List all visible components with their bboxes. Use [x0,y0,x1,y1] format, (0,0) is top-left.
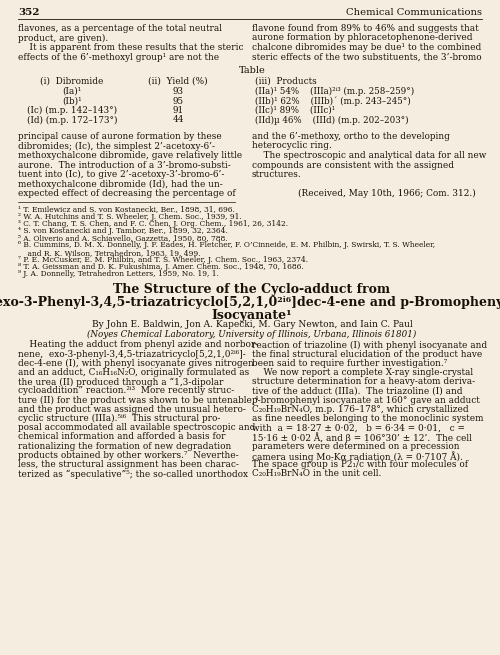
Text: (Ia)¹: (Ia)¹ [62,87,82,96]
Text: structure determination for a heavy-atom deriva-: structure determination for a heavy-atom… [252,377,475,386]
Text: been said to require further investigation.⁷: been said to require further investigati… [252,359,448,368]
Text: ⁴ S. von Kostanecki and J. Tambor, Ber., 1899, 32, 2364.: ⁴ S. von Kostanecki and J. Tambor, Ber.,… [18,227,228,235]
Text: It is apparent from these results that the steric: It is apparent from these results that t… [18,43,244,52]
Text: chalcone dibromides may be due¹ to the combined: chalcone dibromides may be due¹ to the c… [252,43,481,52]
Text: nene,  exo-3-phenyl-3,4,5-triazatricyclo[5,2,1,0²ⁱ⁶]-: nene, exo-3-phenyl-3,4,5-triazatricyclo[… [18,350,246,359]
Text: ¹ T. Emilewicz and S. von Kostanecki, Ber., 1898, 31, 696.: ¹ T. Emilewicz and S. von Kostanecki, Be… [18,206,235,214]
Text: dibromides; (Ic), the simplest 2’-acetoxy-6’-: dibromides; (Ic), the simplest 2’-acetox… [18,141,215,151]
Text: 95: 95 [172,96,184,105]
Text: terized as “speculative”⁵; the so-called unorthodox: terized as “speculative”⁵; the so-called… [18,469,248,479]
Text: (iii)  Products: (iii) Products [255,77,317,86]
Text: ⁹ J. A. Donnelly, Tetrahedron Letters, 1959, No. 19, 1.: ⁹ J. A. Donnelly, Tetrahedron Letters, 1… [18,271,219,278]
Text: less, the structural assignment has been charac-: less, the structural assignment has been… [18,460,239,469]
Text: effects of the 6’-methoxyl group¹ are not the: effects of the 6’-methoxyl group¹ are no… [18,52,219,62]
Text: The spectroscopic and analytical data for all new: The spectroscopic and analytical data fo… [252,151,486,160]
Text: exo-3-Phenyl-3,4,5-triazatricyclo[5,2,1,0²ⁱ⁶]dec-4-ene and p-Bromophenyl: exo-3-Phenyl-3,4,5-triazatricyclo[5,2,1,… [0,297,500,310]
Text: (Noyes Chemical Laboratory, University of Illinois, Urbana, Illinois 61801): (Noyes Chemical Laboratory, University o… [88,329,416,339]
Text: ⁶ B. Cummins, D. M. X. Donnelly, J. F. Eades, H. Fletcher, F. O’Cinneide, E. M. : ⁶ B. Cummins, D. M. X. Donnelly, J. F. E… [18,242,435,250]
Text: chemical information and afforded a basis for: chemical information and afforded a basi… [18,432,226,441]
Text: (ii)  Yield (%): (ii) Yield (%) [148,77,208,86]
Text: ⁸ T. A. Geissman and D. K. Fukushima, J. Amer. Chem. Soc., 1948, 70, 1686.: ⁸ T. A. Geissman and D. K. Fukushima, J.… [18,263,304,271]
Text: 352: 352 [18,8,40,17]
Text: camera using Mo-Kα radiation (λ = 0·7107 Å).: camera using Mo-Kα radiation (λ = 0·7107… [252,451,463,462]
Text: ² W. A. Hutchins and T. S. Wheeler, J. Chem. Soc., 1939, 91.: ² W. A. Hutchins and T. S. Wheeler, J. C… [18,213,242,221]
Text: methoxychalcone dibromide (Id), had the un-: methoxychalcone dibromide (Id), had the … [18,179,223,189]
Text: principal cause of aurone formation by these: principal cause of aurone formation by t… [18,132,222,141]
Text: steric effects of the two substituents, the 3’-bromo: steric effects of the two substituents, … [252,52,482,62]
Text: structures.: structures. [252,170,302,179]
Text: Chemical Communications: Chemical Communications [346,8,482,17]
Text: (Id) (m.p. 172–173°): (Id) (m.p. 172–173°) [27,115,117,124]
Text: (Received, May 10th, 1966; Com. 312.): (Received, May 10th, 1966; Com. 312.) [252,189,476,198]
Text: 91: 91 [172,106,184,115]
Text: The Structure of the Cyclo-adduct from: The Structure of the Cyclo-adduct from [114,284,390,297]
Text: reaction of triazoline (I) with phenyl isocyanate and: reaction of triazoline (I) with phenyl i… [252,341,487,350]
Text: and the 6’-methoxy, ortho to the developing: and the 6’-methoxy, ortho to the develop… [252,132,450,141]
Text: rationalizing the formation of new degradation: rationalizing the formation of new degra… [18,441,231,451]
Text: C₂₀H₁₉BrN₄O in the unit cell.: C₂₀H₁₉BrN₄O in the unit cell. [252,469,382,478]
Text: posal accommodated all available spectroscopic and: posal accommodated all available spectro… [18,423,256,432]
Text: cyclic structure (IIIa).⁵ⁱ⁶  This structural pro-: cyclic structure (IIIa).⁵ⁱ⁶ This structu… [18,414,220,423]
Text: expected effect of decreasing the percentage of: expected effect of decreasing the percen… [18,189,236,198]
Text: dec-4-ene (I), with phenyl isocyanate gives nitrogen: dec-4-ene (I), with phenyl isocyanate gi… [18,359,254,368]
Text: ⁵ A. Oliverio and A. Schiavello, Gazzetta, 1950, 80, 788.: ⁵ A. Oliverio and A. Schiavello, Gazzett… [18,234,228,242]
Text: 15·16 ± 0·02 Å, and β = 106°30’ ± 12’.  The cell: 15·16 ± 0·02 Å, and β = 106°30’ ± 12’. T… [252,432,472,443]
Text: parameters were determined on a precession: parameters were determined on a precessi… [252,441,460,451]
Text: methoxychalcone dibromide, gave relatively little: methoxychalcone dibromide, gave relative… [18,151,242,160]
Text: product, are given).: product, are given). [18,33,108,43]
Text: By John E. Baldwin, Jon A. Kapecki, M. Gary Newton, and Iain C. Paul: By John E. Baldwin, Jon A. Kapecki, M. G… [92,320,412,329]
Text: aurone formation by phloracetophenone-derived: aurone formation by phloracetophenone-de… [252,33,472,43]
Text: (i)  Dibromide: (i) Dibromide [40,77,104,86]
Text: (IIa)¹ 54%    (IIIa)²ⁱ³ (m.p. 258–259°): (IIa)¹ 54% (IIIa)²ⁱ³ (m.p. 258–259°) [255,87,414,96]
Text: Isocyanate¹: Isocyanate¹ [212,310,292,322]
Text: cycloaddition” reaction.²ⁱ³  More recently struc-: cycloaddition” reaction.²ⁱ³ More recentl… [18,386,234,396]
Text: the urea (II) produced through a “1,3-dipolar: the urea (II) produced through a “1,3-di… [18,377,224,386]
Text: Table: Table [238,66,266,75]
Text: aurone.  The introduction of a 3’-bromo-substi-: aurone. The introduction of a 3’-bromo-s… [18,160,231,170]
Text: C₂₀H₁₉BrN₄O, m.p. 176–178°, which crystallized: C₂₀H₁₉BrN₄O, m.p. 176–178°, which crysta… [252,405,468,414]
Text: 44: 44 [172,115,184,124]
Text: and the product was assigned the unusual hetero-: and the product was assigned the unusual… [18,405,246,414]
Text: and R. K. Wilson, Tetrahedron, 1963, 19, 499.: and R. K. Wilson, Tetrahedron, 1963, 19,… [18,249,201,257]
Text: as fine needles belonging to the monoclinic system: as fine needles belonging to the monocli… [252,414,484,423]
Text: flavone found from 89% to 46% and suggests that: flavone found from 89% to 46% and sugges… [252,24,478,33]
Text: 93: 93 [172,87,184,96]
Text: p-bromophenyl isocyanate at 160° gave an adduct: p-bromophenyl isocyanate at 160° gave an… [252,396,480,405]
Text: (Ib)¹: (Ib)¹ [62,96,82,105]
Text: tuent into (Ic), to give 2’-acetoxy-3’-bromo-6’-: tuent into (Ic), to give 2’-acetoxy-3’-b… [18,170,225,179]
Text: (IIb)¹ 62%    (IIIb)´ (m.p. 243–245°): (IIb)¹ 62% (IIIb)´ (m.p. 243–245°) [255,96,411,106]
Text: compounds are consistent with the assigned: compounds are consistent with the assign… [252,160,454,170]
Text: (Ic) (m.p. 142–143°): (Ic) (m.p. 142–143°) [27,106,117,115]
Text: the final structural elucidation of the product have: the final structural elucidation of the … [252,350,482,359]
Text: tive of the adduct (IIIa).  The triazoline (I) and: tive of the adduct (IIIa). The triazolin… [252,386,462,396]
Text: and an adduct, C₁₆H₁₆N₂O, originally formulated as: and an adduct, C₁₆H₁₆N₂O, originally for… [18,368,249,377]
Text: (IId)µ 46%    (IIId) (m.p. 202–203°): (IId)µ 46% (IIId) (m.p. 202–203°) [255,115,408,124]
Text: ture (II) for the product was shown to be untenable,⁴: ture (II) for the product was shown to b… [18,396,258,405]
Text: Heating the adduct from phenyl azide and norbor-: Heating the adduct from phenyl azide and… [18,341,258,350]
Text: The space group is P2₁/c with four molecules of: The space group is P2₁/c with four molec… [252,460,468,469]
Text: We now report a complete X-ray single-crystal: We now report a complete X-ray single-cr… [252,368,473,377]
Text: flavones, as a percentage of the total neutral: flavones, as a percentage of the total n… [18,24,222,33]
Text: heterocyclic ring.: heterocyclic ring. [252,141,332,151]
Text: products obtained by other workers.⁷  Neverthe-: products obtained by other workers.⁷ Nev… [18,451,238,460]
Text: ⁷ P. E. McCusker, E. M. Philbin, and T. S. Wheeler, J. Chem. Soc., 1963, 2374.: ⁷ P. E. McCusker, E. M. Philbin, and T. … [18,256,308,264]
Text: (IIc)¹ 89%    (IIIc)¹: (IIc)¹ 89% (IIIc)¹ [255,106,335,115]
Text: ³ C. T. Chang, T. S. Chen, and F. C. Chen, J. Org. Chem., 1961, 26, 3142.: ³ C. T. Chang, T. S. Chen, and F. C. Che… [18,220,288,228]
Text: with  a = 18·27 ± 0·02,   b = 6·34 = 0·01,   c =: with a = 18·27 ± 0·02, b = 6·34 = 0·01, … [252,423,465,432]
